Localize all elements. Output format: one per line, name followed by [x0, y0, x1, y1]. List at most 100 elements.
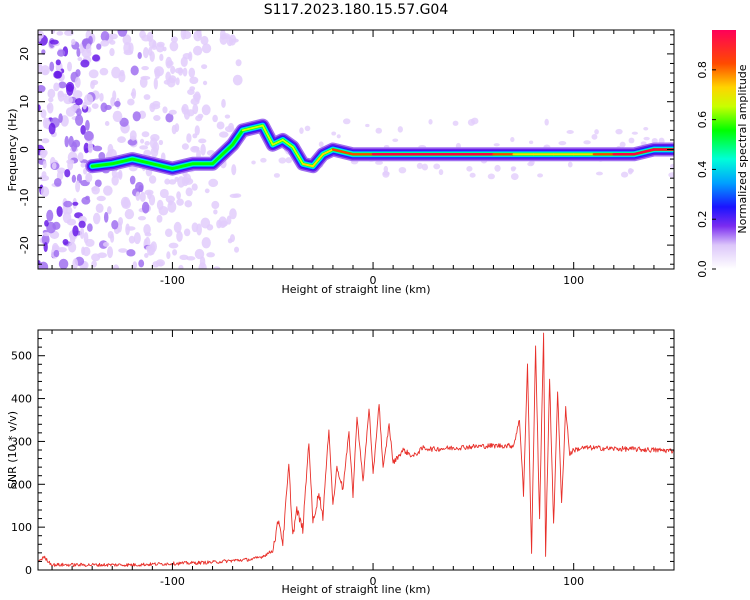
- spectrogram-noise-speck: [49, 39, 59, 45]
- spectrogram-noise-speck: [39, 175, 50, 182]
- spectrogram-x-tick-label: 100: [563, 274, 584, 287]
- spectrogram-noise-speck: [107, 246, 114, 259]
- spectrogram-noise-speck: [51, 162, 57, 170]
- spectrogram-noise-speck: [53, 82, 60, 92]
- spectrogram-speckle-layer: [38, 30, 674, 269]
- spectrogram-noise-speck: [163, 79, 171, 85]
- spectrogram-noise-speck: [260, 157, 267, 163]
- spectrogram-noise-speck: [129, 175, 136, 185]
- spectrogram-noise-speck: [53, 70, 62, 79]
- spectrogram-noise-speck: [168, 242, 179, 249]
- spectrogram-noise-speck: [421, 163, 429, 171]
- spectrogram-noise-speck: [103, 185, 113, 196]
- spectrogram-ridge-core-segment: [311, 153, 324, 168]
- snr-y-tick-label: 100: [11, 521, 32, 534]
- spectrogram-noise-speck: [510, 137, 515, 143]
- spectrogram-noise-speck: [195, 115, 203, 122]
- spectrogram-noise-speck: [78, 220, 86, 229]
- spectrogram-noise-speck: [183, 228, 191, 237]
- spectrogram-noise-speck: [152, 141, 160, 153]
- spectrogram-noise-speck: [58, 258, 69, 269]
- spectrogram-noise-speck: [132, 261, 138, 269]
- spectrogram-y-ticks: -20 -10 0 10 20: [18, 34, 674, 265]
- spectrogram-noise-speck: [619, 141, 626, 148]
- spectrogram-noise-speck: [92, 212, 101, 225]
- spectrogram-y-tick-label: 10: [18, 95, 31, 109]
- spectrogram-noise-speck: [627, 167, 633, 175]
- colorbar-tick-label: 0.0: [696, 260, 709, 278]
- spectrogram-noise-speck: [87, 141, 93, 154]
- spectrogram-noise-speck: [566, 130, 574, 134]
- spectrogram-noise-speck: [139, 76, 148, 88]
- spectrogram-noise-speck: [211, 200, 220, 210]
- snr-y-axis-label: SNR (10 * v/v): [6, 411, 19, 489]
- spectrogram-noise-speck: [118, 217, 124, 226]
- spectrogram-noise-speck: [99, 92, 104, 102]
- spectrogram-noise-speck: [87, 223, 93, 232]
- spectrogram-y-tick-label: -20: [18, 236, 31, 254]
- spectrogram-noise-speck: [162, 106, 168, 114]
- spectrogram-noise-speck: [182, 67, 188, 77]
- spectrogram-noise-speck: [92, 54, 101, 62]
- spectrogram-noise-speck: [102, 242, 110, 247]
- spectrogram-noise-speck: [595, 171, 603, 176]
- snr-panel: -100 0 100 0 100 200 300 400 500 Height of stra…: [6, 329, 675, 596]
- spectrogram-noise-speck: [140, 138, 145, 144]
- spectrogram-noise-speck: [65, 107, 76, 117]
- spectrogram-y-axis-label: Frequency (Hz): [6, 109, 19, 192]
- spectrogram-ridge-core-segment: [331, 148, 355, 156]
- spectrogram-noise-speck: [42, 69, 49, 76]
- spectrogram-noise-speck: [466, 166, 473, 172]
- spectrogram-noise-speck: [64, 135, 69, 148]
- spectrogram-noise-speck: [154, 68, 161, 79]
- spectrogram-noise-speck: [80, 59, 90, 68]
- spectrogram-noise-speck: [75, 114, 84, 126]
- spectrogram-noise-speck: [49, 61, 55, 72]
- spectrogram-noise-speck: [148, 175, 157, 184]
- spectrogram-noise-speck: [452, 120, 459, 126]
- spectrogram-noise-speck: [170, 36, 178, 43]
- spectrogram-noise-speck: [63, 200, 73, 208]
- spectrogram-noise-speck: [651, 138, 658, 144]
- spectrogram-noise-speck: [416, 162, 423, 170]
- spectrogram-noise-speck: [216, 121, 225, 130]
- spectrogram-noise-speck: [150, 103, 161, 110]
- spectrogram-noise-speck: [200, 143, 206, 156]
- spectrogram-y-tick-label: 20: [18, 47, 31, 61]
- spectrogram-noise-speck: [178, 264, 184, 269]
- snr-x-ticks: -100 0 100: [51, 330, 675, 588]
- spectrogram-noise-speck: [201, 104, 211, 116]
- spectrogram-noise-speck: [112, 110, 123, 122]
- spectrogram-y-tick-label: 0: [18, 146, 31, 153]
- spectrogram-noise-speck: [176, 230, 183, 242]
- spectrogram-noise-speck: [110, 96, 116, 107]
- spectrogram-noise-speck: [336, 134, 341, 139]
- spectrogram-noise-speck: [174, 123, 180, 133]
- spectrogram-noise-speck: [433, 163, 441, 170]
- spectrogram-noise-speck: [57, 90, 65, 102]
- spectrogram-noise-speck: [166, 77, 176, 88]
- spectrogram-noise-speck: [528, 140, 534, 145]
- spectrogram-noise-speck: [188, 67, 196, 78]
- spectrogram-noise-speck: [643, 126, 649, 131]
- spectrogram-noise-speck: [229, 208, 237, 220]
- spectrogram-noise-speck: [398, 166, 407, 174]
- spectrogram-noise-speck: [96, 195, 106, 202]
- spectrogram-noise-speck: [43, 241, 48, 253]
- spectrogram-noise-speck: [118, 248, 128, 253]
- spectrogram-noise-speck: [41, 49, 46, 55]
- spectrogram-noise-speck: [194, 125, 200, 136]
- snr-x-tick-label: 0: [370, 575, 377, 588]
- spectrogram-noise-speck: [186, 256, 196, 261]
- spectrogram-noise-speck: [92, 145, 103, 152]
- spectrogram-noise-speck: [104, 120, 110, 127]
- spectrogram-noise-speck: [131, 88, 137, 100]
- spectrogram-noise-speck: [55, 59, 61, 66]
- spectrogram-noise-speck: [57, 49, 66, 57]
- spectrogram-noise-speck: [188, 51, 193, 62]
- spectrogram-noise-speck: [176, 191, 181, 200]
- spectrogram-ridge-core-segment: [291, 146, 304, 165]
- spectrogram-noise-speck: [138, 259, 145, 268]
- spectrogram-noise-speck: [467, 118, 476, 126]
